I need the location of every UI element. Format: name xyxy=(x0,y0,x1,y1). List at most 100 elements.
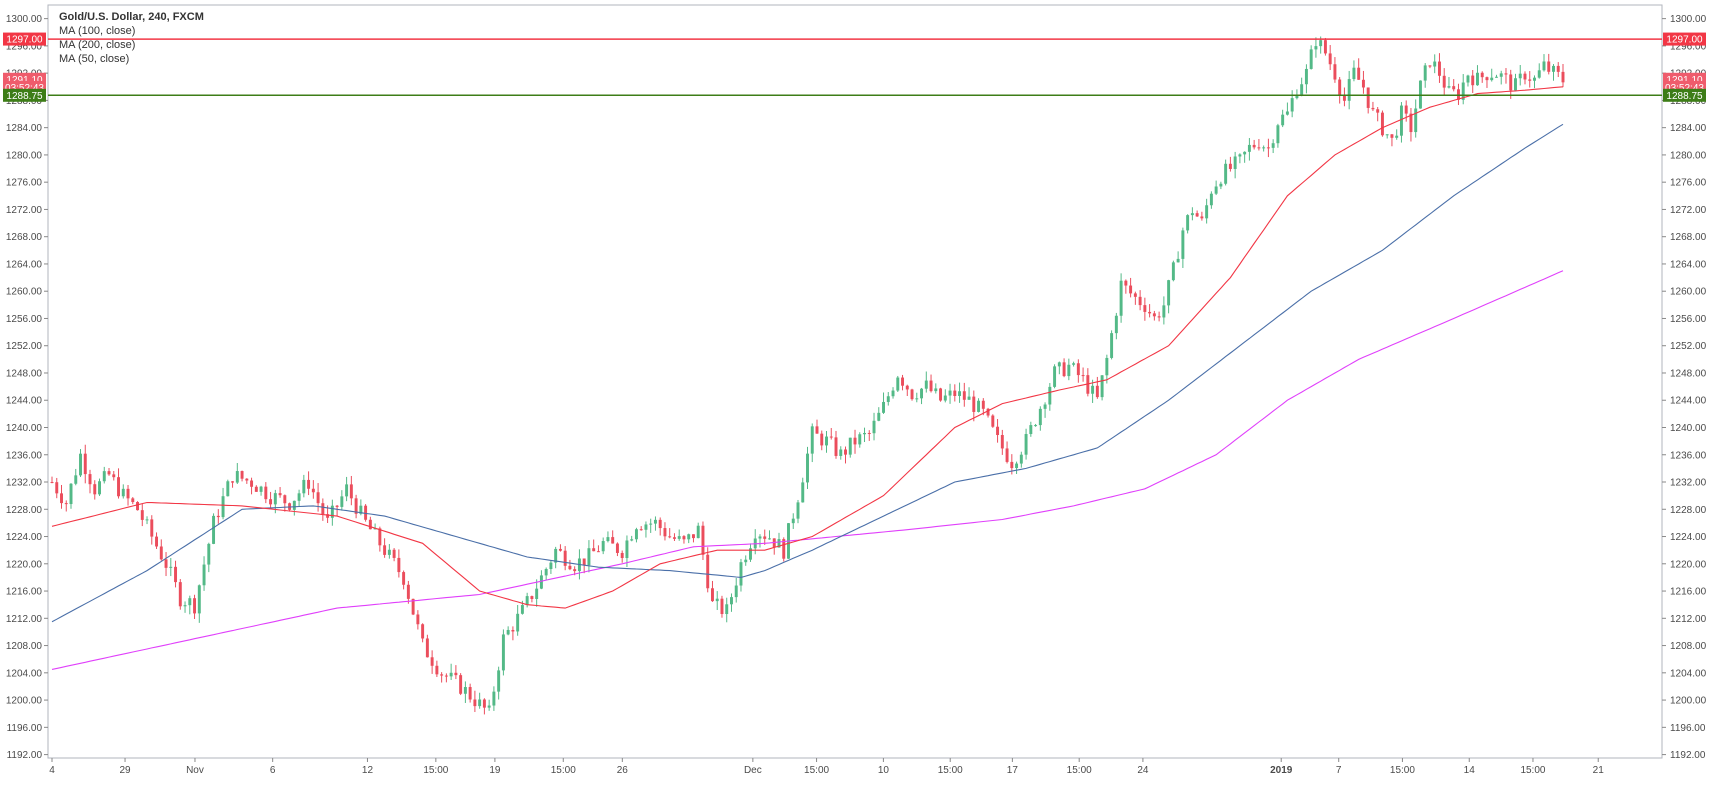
candle xyxy=(929,374,933,393)
candle xyxy=(93,480,97,500)
candle xyxy=(1214,180,1218,196)
candle xyxy=(482,698,486,715)
candle xyxy=(568,559,572,571)
candle xyxy=(606,531,610,543)
y-tick-label-left: 1224.00 xyxy=(6,532,43,543)
x-tick-label: 15:00 xyxy=(1390,765,1415,776)
y-tick-label-left: 1244.00 xyxy=(6,396,43,407)
candle xyxy=(278,487,282,498)
candle xyxy=(1442,68,1446,95)
candle xyxy=(839,446,843,460)
candle xyxy=(620,550,624,563)
candle xyxy=(69,483,73,509)
candle xyxy=(1015,461,1019,474)
candle xyxy=(207,542,211,573)
candle xyxy=(649,518,653,533)
legend-ma100[interactable]: MA (100, close) xyxy=(59,25,136,37)
candle xyxy=(193,594,197,619)
x-tick-label: Dec xyxy=(744,765,762,776)
x-tick-label: 14 xyxy=(1464,765,1476,776)
candle xyxy=(345,476,349,502)
svg-text:03:52:43: 03:52:43 xyxy=(1665,83,1704,94)
y-tick-label-right: 1276.00 xyxy=(1670,178,1707,189)
moving-averages xyxy=(51,86,1564,670)
y-tick-label-right: 1196.00 xyxy=(1670,723,1706,734)
candle xyxy=(311,480,315,499)
candle xyxy=(891,387,895,399)
candle xyxy=(454,665,458,680)
candle xyxy=(1190,207,1194,221)
candle xyxy=(896,375,900,392)
candle xyxy=(815,419,819,434)
y-tick-label-right: 1268.00 xyxy=(1670,232,1707,243)
candle xyxy=(1385,134,1389,139)
level-badge-right: 1297.00 xyxy=(1663,32,1706,46)
y-tick-label-left: 1252.00 xyxy=(6,341,43,352)
candle xyxy=(1067,358,1071,381)
candle xyxy=(212,513,216,545)
y-tick-label-left: 1196.00 xyxy=(7,723,43,734)
candle xyxy=(758,534,762,548)
candle xyxy=(1029,421,1033,437)
candle xyxy=(730,593,733,612)
candle xyxy=(768,530,771,540)
legend-ma200[interactable]: MA (200, close) xyxy=(59,39,136,51)
candle xyxy=(810,423,814,463)
candle xyxy=(1485,76,1489,88)
candle xyxy=(687,533,691,544)
candle xyxy=(1447,77,1451,89)
candle xyxy=(1110,330,1114,360)
candle xyxy=(1338,77,1342,104)
candle xyxy=(1186,214,1190,234)
candle xyxy=(715,591,719,610)
x-tick-label: 10 xyxy=(878,765,890,776)
candle xyxy=(1376,107,1380,122)
candle xyxy=(710,580,714,602)
y-tick-label-right: 1264.00 xyxy=(1670,259,1707,270)
y-tick-label-right: 1208.00 xyxy=(1670,641,1707,652)
candle xyxy=(1537,63,1541,79)
candle xyxy=(996,419,1000,443)
candle xyxy=(596,545,600,553)
ma100-line xyxy=(51,123,1564,623)
candle xyxy=(677,529,681,541)
candle xyxy=(392,548,396,562)
x-tick-label: 15:00 xyxy=(423,765,448,776)
candle xyxy=(924,371,928,393)
y-tick-label-right: 1236.00 xyxy=(1670,450,1707,461)
candle xyxy=(592,539,596,552)
candle xyxy=(720,595,724,618)
candle xyxy=(682,535,686,544)
candle xyxy=(145,516,149,525)
candle xyxy=(245,478,249,484)
y-tick-label-right: 1252.00 xyxy=(1670,341,1707,352)
y-tick-label-left: 1264.00 xyxy=(6,259,43,270)
candle xyxy=(1328,45,1332,71)
y-tick-label-right: 1200.00 xyxy=(1670,696,1707,707)
candle xyxy=(601,537,605,555)
candle xyxy=(188,595,192,615)
candle xyxy=(981,398,985,416)
candle xyxy=(174,560,178,588)
candle xyxy=(739,558,743,592)
candle xyxy=(1038,406,1042,431)
candle xyxy=(1262,145,1266,152)
candle xyxy=(1124,279,1128,294)
level-badge-left: 1288.75 xyxy=(3,88,46,102)
candle xyxy=(221,487,225,520)
candle xyxy=(563,546,567,571)
candle xyxy=(544,567,548,580)
candle xyxy=(430,650,434,674)
x-tick-label: 15:00 xyxy=(804,765,829,776)
candle xyxy=(858,432,862,448)
candle xyxy=(1433,54,1437,74)
legend-ma50[interactable]: MA (50, close) xyxy=(59,53,130,65)
candle xyxy=(150,515,154,545)
candle xyxy=(1323,37,1327,56)
candle xyxy=(79,449,82,478)
candle xyxy=(777,532,781,548)
candle xyxy=(64,500,68,512)
y-tick-label-left: 1220.00 xyxy=(6,559,43,570)
candle xyxy=(164,552,168,577)
